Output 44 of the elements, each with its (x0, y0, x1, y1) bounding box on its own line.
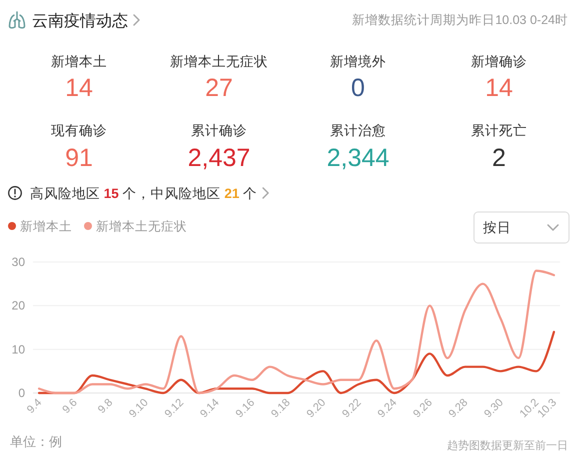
y-tick-label: 30 (12, 255, 26, 269)
data-label: 2 (492, 144, 506, 172)
data-label: 27 (205, 74, 233, 102)
x-tick-label: 9.22 (340, 396, 364, 420)
text: 趋势图数据更新至前一日 (447, 439, 568, 452)
data-label: 91 (65, 144, 93, 172)
x-tick-label: 9.8 (96, 396, 116, 416)
x-tick-label: 9.12 (162, 396, 186, 420)
x-tick-label: 9.14 (198, 396, 222, 420)
line-series (38, 270, 556, 394)
y-tick-label: 20 (12, 298, 26, 313)
category-label: 新增确诊 (471, 54, 527, 69)
y-tick-label: 0 (18, 386, 26, 400)
text: 单位：例 (10, 434, 62, 449)
category-label: 现有确诊 (51, 123, 107, 138)
category-label: 累计确诊 (191, 123, 247, 138)
legend-label: 新增本土 (20, 220, 72, 234)
x-tick-label: 9.28 (446, 396, 470, 420)
y-tick-label: 10 (12, 342, 26, 356)
data-label: 2,437 (188, 144, 250, 172)
x-tick-label: 9.24 (376, 396, 400, 420)
x-tick-label: 9.30 (482, 396, 506, 420)
text: 高风险地区 15 个，中风险地区 21 个 (30, 186, 258, 201)
x-tick-label: 9.20 (304, 396, 328, 420)
x-tick-label: 9.10 (127, 396, 151, 420)
category-label: 新增境外 (330, 54, 386, 69)
x-tick-label: 9.26 (411, 396, 435, 420)
text: 新增数据统计周期为昨日10.03 0-24时 (352, 13, 568, 27)
x-tick-label: 9.4 (24, 396, 44, 416)
data-label: 0 (351, 74, 365, 102)
dropdown-select: 按日 (474, 212, 570, 244)
category-label: 累计治愈 (330, 123, 386, 138)
data-label: 14 (65, 74, 93, 102)
x-tick-label: 9.18 (269, 396, 293, 420)
category-label: 新增本土 (51, 54, 107, 69)
text: 云南疫情动态 (32, 12, 128, 30)
category-label: 新增本土无症状 (170, 54, 268, 69)
data-label: 2,344 (326, 144, 390, 172)
x-tick-label: 9.6 (60, 396, 80, 416)
data-label: 14 (485, 74, 513, 102)
legend-label: 新增本土无症状 (96, 220, 187, 234)
category-label: 累计死亡 (471, 123, 527, 138)
x-tick-label: 9.16 (234, 396, 258, 420)
line-series (38, 330, 556, 394)
